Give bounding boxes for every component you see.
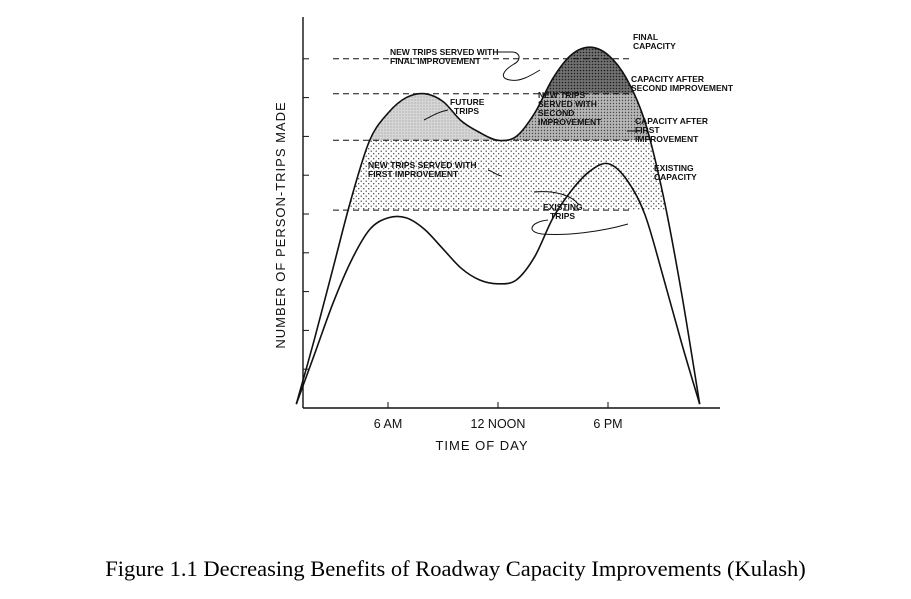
annotation-final-improvement: NEW TRIPS SERVED WITH FINAL IMPROVEMENT xyxy=(390,47,498,66)
x-axis-ticks: 6 AM 12 NOON 6 PM xyxy=(374,402,623,431)
future-trips-curve xyxy=(295,46,701,405)
x-tick-label: 6 AM xyxy=(374,417,403,431)
annotation-existing-trips: EXISTING TRIPS xyxy=(543,202,583,221)
leader-existing-trips xyxy=(533,191,579,205)
annotation-second-improvement: NEW TRIPS SERVED WITH SECOND IMPROVEMENT xyxy=(538,90,602,127)
leader-first-improvement xyxy=(487,169,503,177)
leader-existing-trips-2 xyxy=(531,219,629,235)
annotation-first-improvement: NEW TRIPS SERVED WITH FIRST IMPROVEMENT xyxy=(368,160,476,179)
x-axis-title: TIME OF DAY xyxy=(435,438,528,453)
figure-caption: Figure 1.1 Decreasing Benefits of Roadwa… xyxy=(105,556,806,581)
annotation-future-trips: FUTURE TRIPS xyxy=(450,97,485,116)
y-axis-ticks xyxy=(303,58,309,370)
label-capacity-first: CAPACITY AFTER FIRST IMPROVEMENT xyxy=(635,116,708,144)
x-tick-label: 12 NOON xyxy=(471,417,526,431)
label-existing-capacity: EXISTING CAPACITY xyxy=(654,163,697,182)
leader-final-improvement xyxy=(496,51,541,81)
x-tick-label: 6 PM xyxy=(593,417,622,431)
leader-future-trips xyxy=(423,109,449,121)
label-final-capacity: FINAL CAPACITY xyxy=(633,32,676,51)
label-capacity-second: CAPACITY AFTER SECOND IMPROVEMENT xyxy=(631,74,734,93)
y-axis-title: NUMBER OF PERSON-TRIPS MADE xyxy=(273,101,288,348)
existing-trips-curve xyxy=(295,162,701,405)
